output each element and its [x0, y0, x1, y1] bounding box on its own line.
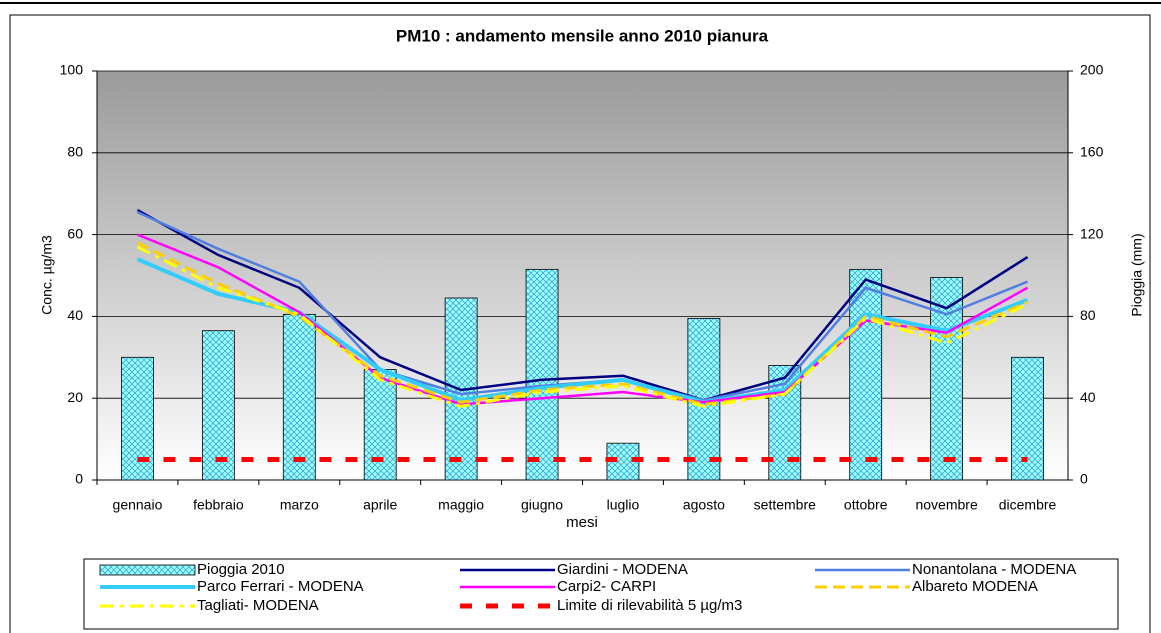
x-tick-label: luglio: [607, 497, 640, 513]
y2-tick-label: 0: [1080, 471, 1088, 487]
legend-label: Carpi2- CARPI: [557, 578, 656, 595]
legend-label: Nonantolana - MODENA: [912, 561, 1076, 578]
x-tick-label: dicembre: [999, 497, 1057, 513]
y2-tick-label: 80: [1080, 307, 1096, 323]
y-axis-label: Conc. µg/m3: [39, 235, 55, 315]
x-tick-label: agosto: [683, 497, 725, 513]
y-tick-label: 80: [67, 144, 83, 160]
plot-area: [97, 71, 1068, 480]
y2-tick-label: 200: [1080, 62, 1104, 78]
y2-axis-label: Pioggia (mm): [1129, 233, 1145, 316]
line-series: [136, 208, 1029, 402]
chart-frame: [9, 14, 1151, 633]
y-tick-label: 100: [60, 62, 84, 78]
legend-label: Tagliati- MODENA: [197, 597, 319, 614]
bar: [849, 268, 883, 481]
y2-tick-label: 160: [1080, 144, 1104, 160]
x-tick-label: gennaio: [113, 497, 163, 513]
y2-tick-label: 40: [1080, 389, 1096, 405]
legend-swatch: [99, 564, 196, 576]
bar: [363, 369, 397, 481]
x-tick-label: maggio: [438, 497, 484, 513]
line-series: [136, 245, 1029, 408]
x-tick-label: ottobre: [844, 497, 888, 513]
bar: [1011, 356, 1044, 481]
x-tick-label: aprile: [363, 497, 397, 513]
legend-label: Pioggia 2010: [197, 561, 285, 578]
legend-label: Parco Ferrari - MODENA: [197, 578, 364, 595]
x-tick-label: settembre: [754, 497, 816, 513]
bar: [201, 330, 235, 481]
chart-title: PM10 : andamento mensile anno 2010 pianu…: [396, 26, 769, 45]
x-tick-label: febbraio: [193, 497, 244, 513]
y-tick-label: 40: [67, 307, 83, 323]
y-tick-label: 0: [75, 471, 83, 487]
x-tick-label: giugno: [521, 497, 563, 513]
x-tick-label: novembre: [915, 497, 977, 513]
y2-tick-label: 120: [1080, 225, 1104, 241]
y-tick-label: 20: [67, 389, 83, 405]
legend-box: [83, 558, 1119, 630]
y-tick-label: 60: [67, 225, 83, 241]
legend-label: Albareto MODENA: [912, 578, 1038, 595]
bar: [282, 313, 316, 481]
x-tick-label: marzo: [280, 497, 319, 513]
bar: [525, 268, 559, 481]
legend-label: Giardini - MODENA: [557, 561, 688, 578]
x-axis-label: mesi: [566, 514, 598, 531]
legend-label: Limite di rilevabilità 5 µg/m3: [557, 597, 742, 614]
